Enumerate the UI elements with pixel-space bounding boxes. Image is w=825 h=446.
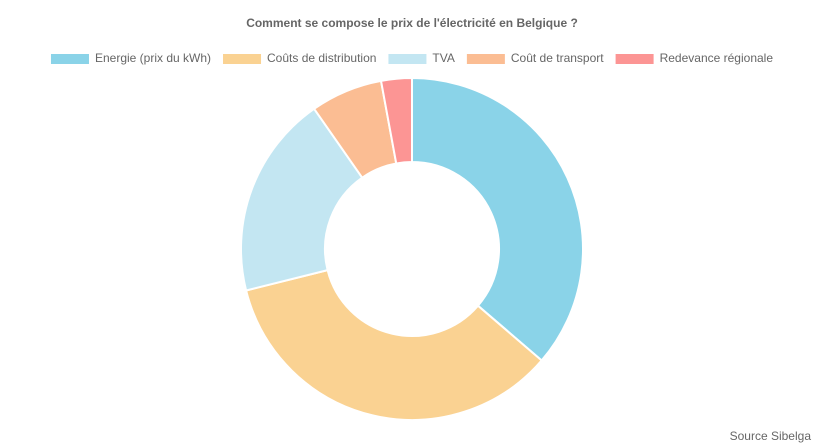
legend-swatch[interactable] — [50, 54, 89, 64]
legend-label[interactable]: Redevance régionale — [660, 51, 774, 65]
legend-label[interactable]: Energie (prix du kWh) — [95, 51, 211, 65]
legend-swatch[interactable] — [223, 54, 262, 64]
legend-label[interactable]: Coûts de distribution — [267, 51, 376, 65]
slice — [244, 268, 544, 421]
legend-label[interactable]: TVA — [432, 51, 454, 65]
legend-swatch[interactable] — [466, 54, 505, 64]
legend-swatch[interactable] — [388, 54, 427, 64]
slice — [411, 76, 584, 362]
legend-label[interactable]: Coût de transport — [511, 51, 604, 65]
source: Source Sibelga — [730, 429, 812, 443]
chart-title: Comment se compose le prix de l'électric… — [246, 16, 578, 30]
slice — [240, 107, 364, 292]
slice — [379, 76, 413, 165]
legend-swatch[interactable] — [615, 54, 654, 64]
